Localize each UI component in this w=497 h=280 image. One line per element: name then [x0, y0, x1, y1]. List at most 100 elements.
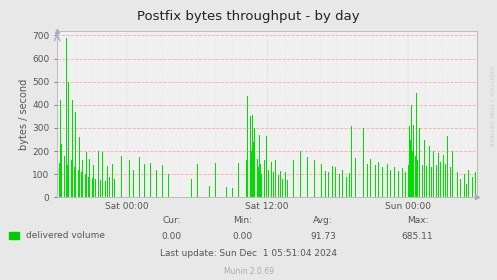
Bar: [252, 115, 253, 197]
Text: 91.73: 91.73: [310, 232, 336, 241]
Bar: [409, 126, 410, 197]
Bar: [476, 172, 477, 197]
Bar: [114, 179, 115, 197]
Bar: [253, 142, 254, 197]
Bar: [232, 188, 233, 197]
Bar: [402, 169, 403, 197]
Text: Min:: Min:: [233, 216, 252, 225]
Bar: [258, 167, 259, 197]
Bar: [271, 162, 272, 197]
Bar: [150, 163, 151, 197]
Bar: [440, 162, 441, 197]
Text: RRDTOOL / TOBI OETIKER: RRDTOOL / TOBI OETIKER: [489, 66, 494, 147]
Bar: [71, 160, 72, 197]
Bar: [287, 180, 288, 197]
Bar: [345, 177, 346, 197]
Bar: [60, 100, 61, 197]
Bar: [318, 169, 319, 197]
Bar: [215, 163, 216, 197]
Bar: [264, 160, 265, 197]
Bar: [168, 174, 169, 197]
Bar: [255, 157, 256, 197]
Bar: [285, 172, 286, 197]
Text: Cur:: Cur:: [162, 216, 181, 225]
Text: Postfix bytes throughput - by day: Postfix bytes throughput - by day: [137, 10, 360, 23]
Text: 0.00: 0.00: [233, 232, 252, 241]
Bar: [261, 174, 262, 197]
Bar: [438, 153, 439, 197]
Text: Last update: Sun Dec  1 05:51:04 2024: Last update: Sun Dec 1 05:51:04 2024: [160, 249, 337, 258]
Bar: [121, 156, 122, 197]
Bar: [335, 167, 336, 197]
Bar: [431, 167, 432, 197]
Text: 685.11: 685.11: [402, 232, 433, 241]
Bar: [64, 156, 65, 197]
Bar: [67, 165, 68, 197]
Bar: [311, 165, 312, 197]
Bar: [226, 187, 227, 197]
Bar: [378, 162, 379, 197]
Bar: [472, 177, 473, 197]
Bar: [260, 164, 261, 197]
Bar: [426, 166, 427, 197]
Bar: [282, 179, 283, 197]
Bar: [293, 160, 294, 197]
Bar: [179, 186, 180, 197]
Bar: [464, 174, 465, 197]
Bar: [275, 160, 276, 197]
Bar: [63, 68, 64, 197]
Bar: [387, 164, 388, 197]
Bar: [424, 139, 425, 197]
Bar: [97, 151, 98, 197]
Bar: [95, 179, 96, 197]
Bar: [129, 160, 130, 197]
Bar: [248, 128, 249, 197]
Bar: [268, 170, 269, 197]
Bar: [107, 166, 108, 197]
Bar: [78, 170, 79, 197]
Bar: [457, 172, 458, 197]
Text: 0.00: 0.00: [162, 232, 181, 241]
Bar: [162, 165, 163, 197]
Bar: [266, 136, 267, 197]
Bar: [443, 155, 444, 197]
Bar: [191, 179, 192, 197]
Bar: [100, 180, 101, 197]
Bar: [72, 100, 73, 197]
Bar: [390, 170, 391, 197]
Bar: [66, 38, 67, 197]
Bar: [197, 164, 198, 197]
Bar: [139, 157, 140, 197]
Bar: [92, 178, 93, 197]
Bar: [460, 179, 461, 197]
Bar: [450, 167, 451, 197]
Bar: [156, 170, 157, 197]
Bar: [273, 172, 274, 197]
Bar: [254, 128, 255, 197]
Bar: [410, 139, 411, 197]
Bar: [338, 174, 339, 197]
Bar: [419, 128, 420, 197]
Bar: [411, 105, 412, 197]
Bar: [249, 116, 250, 197]
Bar: [325, 171, 326, 197]
Bar: [74, 167, 75, 197]
Bar: [447, 136, 448, 197]
Bar: [367, 164, 368, 197]
Bar: [321, 164, 322, 197]
Bar: [300, 151, 301, 197]
Bar: [314, 160, 315, 197]
Bar: [278, 175, 279, 197]
Bar: [307, 157, 308, 197]
Bar: [466, 183, 467, 197]
Bar: [112, 164, 113, 197]
Bar: [89, 159, 90, 197]
Bar: [328, 172, 329, 197]
Bar: [370, 159, 371, 197]
Bar: [88, 177, 89, 197]
Bar: [433, 151, 434, 197]
Bar: [375, 165, 376, 197]
Bar: [355, 158, 356, 197]
Bar: [76, 112, 77, 197]
Bar: [394, 167, 395, 197]
